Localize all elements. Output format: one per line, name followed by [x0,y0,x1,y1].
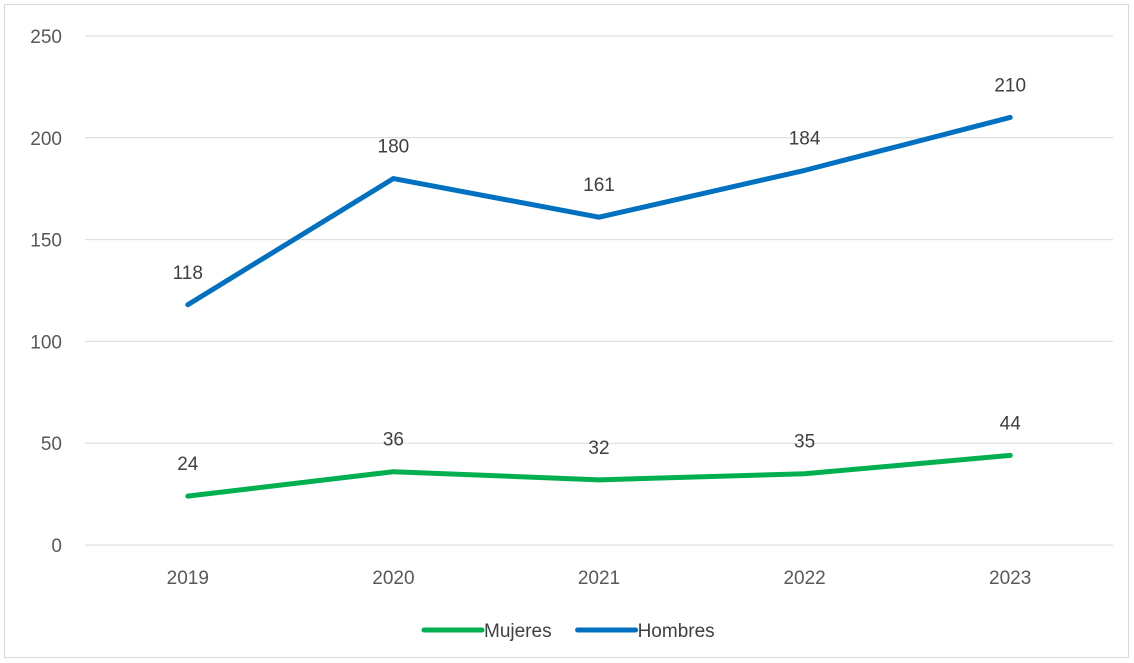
y-tick-label: 100 [30,332,62,353]
y-axis-ticks: 0 50 100 150 200 250 [30,27,62,557]
legend: Mujeres Hombres [424,621,715,642]
data-label-mujeres: 32 [588,438,609,459]
y-tick-label: 50 [41,434,62,455]
legend-label-mujeres: Mujeres [484,621,552,642]
series-line-mujeres [188,455,1010,496]
data-labels: 24 36 32 35 44 118 180 161 184 210 [173,75,1026,475]
x-tick-label: 2020 [372,568,414,589]
y-tick-label: 0 [51,536,62,557]
data-label-hombres: 180 [378,137,410,158]
y-tick-label: 150 [30,231,62,252]
data-label-mujeres: 35 [794,432,815,453]
data-label-mujeres: 24 [177,454,199,475]
gridlines [85,36,1113,545]
x-tick-label: 2021 [578,568,620,589]
data-label-mujeres: 44 [1000,413,1022,434]
series-line-hombres [188,117,1010,304]
legend-label-hombres: Hombres [638,621,715,642]
x-tick-label: 2023 [989,568,1031,589]
data-label-mujeres: 36 [383,430,404,451]
data-label-hombres: 210 [994,75,1026,96]
y-tick-label: 250 [30,27,62,48]
x-axis-ticks: 2019 2020 2021 2022 2023 [167,568,1032,589]
data-label-hombres: 184 [789,128,821,149]
y-tick-label: 200 [30,129,62,150]
x-tick-label: 2022 [783,568,825,589]
data-label-hombres: 118 [173,263,203,284]
x-tick-label: 2019 [167,568,209,589]
data-label-hombres: 161 [583,175,615,196]
